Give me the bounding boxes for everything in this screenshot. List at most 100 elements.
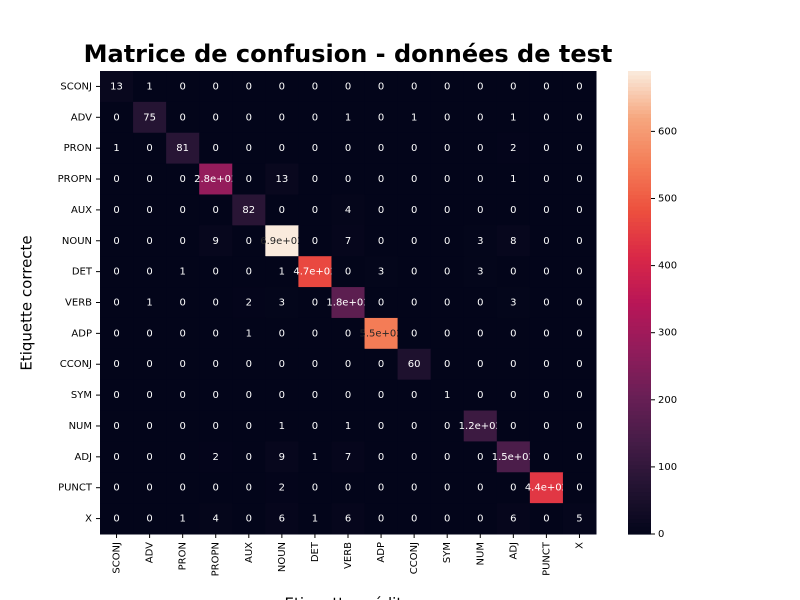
colorbar-segment: [628, 155, 651, 161]
cell-label: 0: [345, 359, 351, 370]
heatmap-cell: [199, 163, 233, 195]
heatmap-cell: [265, 379, 299, 412]
x-tick-label: CCONJ: [409, 542, 420, 574]
x-tick-label: VERB: [343, 542, 354, 569]
cell-label: 5: [576, 514, 582, 525]
heatmap-cell: [529, 317, 564, 350]
colorbar-segment: [628, 510, 651, 516]
colorbar-segment: [628, 302, 651, 307]
heatmap-cell: [133, 348, 167, 381]
cell-label: 0: [246, 359, 252, 370]
cell-label: 0: [444, 298, 450, 309]
cell-label: 0: [477, 298, 483, 309]
heatmap-cell: [133, 379, 167, 412]
cell-label: 0: [543, 328, 549, 339]
heatmap-cell: [166, 287, 200, 319]
cell-label: 0: [477, 514, 483, 525]
colorbar-segment: [628, 325, 651, 331]
cell-label: 1: [411, 112, 417, 123]
cell-label: 0: [411, 236, 417, 247]
heatmap-cell: [430, 472, 465, 504]
y-tick-label: NUM: [69, 421, 92, 432]
y-tick-label: AUX: [71, 205, 92, 216]
cell-label: 0: [543, 390, 549, 401]
cell-label: 0: [312, 81, 318, 92]
heatmap-cell: [364, 256, 399, 288]
cell-label: 1: [179, 514, 185, 525]
colorbar-segment: [628, 487, 651, 493]
heatmap-cell: [463, 194, 498, 226]
cell-label: 0: [378, 483, 384, 494]
cell-label: 0: [246, 81, 252, 92]
cell-label: 0: [411, 143, 417, 154]
cell-label: 0: [113, 174, 119, 185]
heatmap-cell: [496, 132, 531, 165]
cell-label: 0: [444, 174, 450, 185]
cell-label: 1: [146, 298, 152, 309]
heatmap-cell: [430, 348, 465, 381]
colorbar-segment: [628, 333, 651, 338]
heatmap-cell: [100, 71, 134, 103]
heatmap-cell: [562, 256, 597, 288]
heatmap-cell: [331, 71, 366, 103]
cell-label: 0: [279, 81, 285, 92]
cell-label: 0: [477, 483, 483, 494]
cell-label: 0: [113, 359, 119, 370]
colorbar-segment: [628, 491, 651, 497]
y-tick-label: PUNCT: [58, 483, 93, 494]
cell-label: 0: [246, 236, 252, 247]
colorbar-segment: [628, 433, 651, 439]
heatmap-cell: [463, 101, 498, 134]
heatmap-cell: [397, 71, 432, 103]
heatmap-cell: [298, 287, 332, 319]
cell-label: 0: [378, 205, 384, 216]
cell-label: 0: [279, 205, 285, 216]
heatmap-cell: [463, 163, 498, 195]
x-tick-label: ADJ: [508, 542, 519, 560]
heatmap-cell: [529, 256, 564, 288]
heatmap-cell: [496, 348, 531, 381]
cell-label: 0: [113, 328, 119, 339]
cell-label: 0: [444, 421, 450, 432]
heatmap-cell: [166, 379, 200, 412]
heatmap-cell: [331, 287, 366, 319]
cell-label: 1: [312, 452, 318, 463]
colorbar-segment: [628, 90, 651, 95]
heatmap-cell: [100, 410, 134, 442]
colorbar-segment: [628, 244, 651, 250]
x-tick-label: NUM: [475, 542, 486, 565]
heatmap-cell: [463, 132, 498, 165]
cell-label: 0: [113, 390, 119, 401]
heatmap-cell: [100, 194, 134, 226]
heatmap-cell: [331, 472, 366, 504]
heatmap-cell: [562, 71, 597, 103]
heatmap-cell: [331, 317, 366, 350]
heatmap-cell: [463, 472, 498, 504]
colorbar-segment: [628, 429, 651, 435]
cell-label: 0: [411, 298, 417, 309]
cell-label: 0: [543, 205, 549, 216]
heatmap-cell: [265, 472, 299, 504]
colorbar-segment: [628, 476, 651, 481]
cell-label: 0: [279, 328, 285, 339]
cell-label: 0: [444, 483, 450, 494]
colorbar-segment: [628, 522, 651, 527]
colorbar-segment: [628, 101, 651, 107]
heatmap-cell: [496, 410, 531, 442]
cell-label: 0: [213, 81, 219, 92]
cell-label: 0: [543, 143, 549, 154]
cell-label: 8: [510, 236, 516, 247]
heatmap-cell: [100, 503, 134, 535]
heatmap-cell: [298, 441, 332, 473]
heatmap-cell: [100, 256, 134, 288]
colorbar-segment: [628, 71, 651, 76]
heatmap-cell: [430, 194, 465, 226]
cell-label: 0: [576, 236, 582, 247]
cell-label: 0: [113, 267, 119, 278]
cell-label: 0: [477, 390, 483, 401]
heatmap-cell: [166, 441, 200, 473]
colorbar-segment: [628, 398, 651, 404]
cell-label: 7: [345, 452, 351, 463]
cell-label: 0: [378, 174, 384, 185]
heatmap-cell: [199, 317, 233, 350]
